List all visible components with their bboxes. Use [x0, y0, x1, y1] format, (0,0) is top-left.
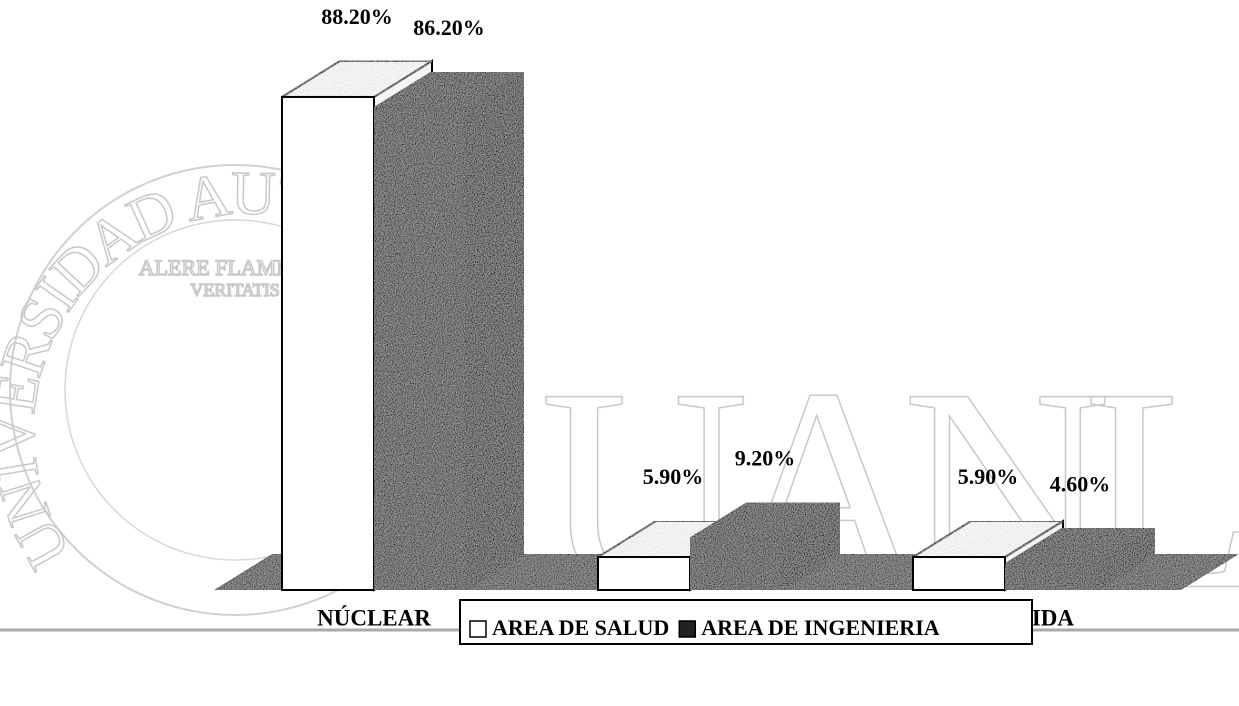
value-label: 4.60% — [1050, 471, 1111, 496]
bar-side — [465, 70, 525, 592]
legend: AREA DE SALUD AREA DE INGENIERIA — [459, 599, 1033, 645]
motto: VERITATIS — [190, 280, 280, 300]
legend-label: AREA DE SALUD — [492, 615, 669, 640]
logo-text: UANL — [540, 329, 1239, 650]
value-label: 5.90% — [958, 464, 1019, 489]
value-label: 5.90% — [643, 464, 704, 489]
value-label: 9.20% — [735, 446, 796, 471]
legend-label: AREA DE INGENIERIA — [701, 615, 939, 640]
legend-swatch — [469, 620, 487, 638]
x-tick-label: NÚCLEAR — [317, 605, 431, 630]
bar — [281, 95, 375, 591]
legend-swatch — [678, 620, 697, 638]
legend-box — [459, 599, 1033, 645]
bar — [689, 537, 783, 592]
bar — [912, 556, 1006, 591]
value-label: 86.20% — [413, 15, 485, 40]
bar — [597, 556, 691, 591]
bar — [1004, 563, 1098, 592]
value-label: 88.20% — [321, 4, 393, 29]
bar — [373, 107, 467, 591]
